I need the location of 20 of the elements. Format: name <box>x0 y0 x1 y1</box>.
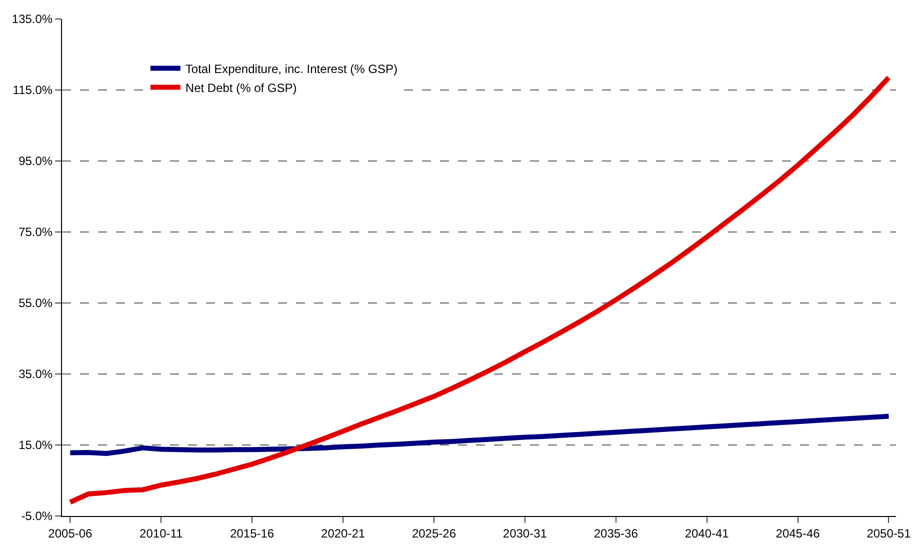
y-tick-label: 55.0% <box>18 296 53 310</box>
y-tick-label: 95.0% <box>18 154 53 168</box>
x-tick-label: 2005-06 <box>48 526 93 540</box>
legend-label: Total Expenditure, inc. Interest (% GSP) <box>185 62 398 76</box>
x-tick-label: 2015-16 <box>230 526 274 540</box>
y-tick-label: 115.0% <box>12 83 53 98</box>
x-tick-label: 2035-36 <box>594 526 638 540</box>
y-tick-label: 15.0% <box>18 438 53 452</box>
x-tick-label: 2030-31 <box>502 526 548 540</box>
x-tick-label: 2040-41 <box>684 526 730 540</box>
y-tick-label: -5.0% <box>21 509 53 524</box>
y-tick-label: 135.0% <box>12 12 53 26</box>
x-tick-label: 2045-46 <box>776 526 820 540</box>
y-tick-label: 35.0% <box>18 367 53 382</box>
x-tick-label: 2010-11 <box>140 526 184 540</box>
legend-label: Net Debt (% of GSP) <box>185 80 297 95</box>
y-tick-label: 75.0% <box>18 225 53 240</box>
x-tick-label: 2050-51 <box>866 526 912 540</box>
x-tick-label: 2020-21 <box>321 526 366 540</box>
x-tick-label: 2025-26 <box>412 526 456 540</box>
